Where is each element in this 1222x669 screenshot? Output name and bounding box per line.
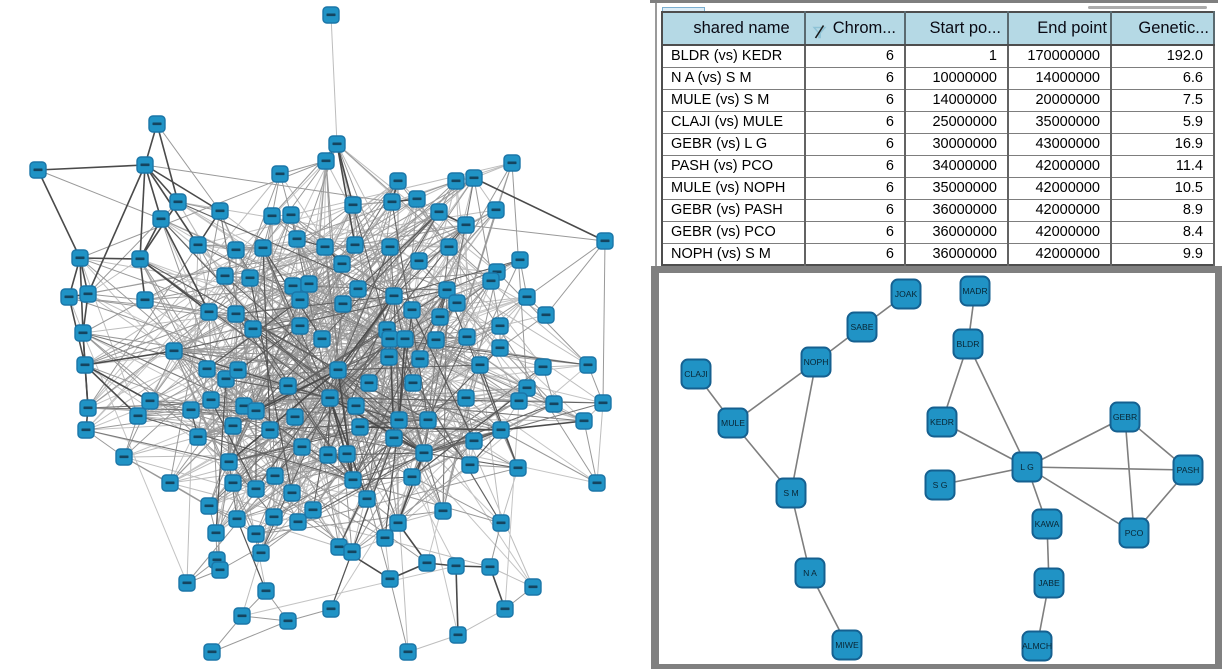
svg-text:MADR: MADR (962, 286, 987, 296)
svg-text:ALMCH: ALMCH (1022, 641, 1052, 651)
svg-text:PASH: PASH (1177, 465, 1200, 475)
svg-text:S M: S M (783, 488, 798, 498)
svg-text:MULE: MULE (721, 418, 745, 428)
svg-text:JOAK: JOAK (895, 289, 918, 299)
svg-text:L G: L G (1020, 462, 1034, 472)
svg-text:MIWE: MIWE (835, 640, 859, 650)
svg-text:NOPH: NOPH (804, 357, 829, 367)
svg-text:BLDR: BLDR (957, 339, 980, 349)
svg-text:KEDR: KEDR (930, 417, 954, 427)
svg-text:N A: N A (803, 568, 817, 578)
svg-text:JABE: JABE (1038, 578, 1060, 588)
svg-text:PCO: PCO (1125, 528, 1144, 538)
svg-text:S G: S G (933, 480, 948, 490)
svg-text:GEBR: GEBR (1113, 412, 1137, 422)
svg-text:CLAJI: CLAJI (684, 369, 707, 379)
svg-text:SABE: SABE (851, 322, 874, 332)
svg-text:KAWA: KAWA (1035, 519, 1060, 529)
